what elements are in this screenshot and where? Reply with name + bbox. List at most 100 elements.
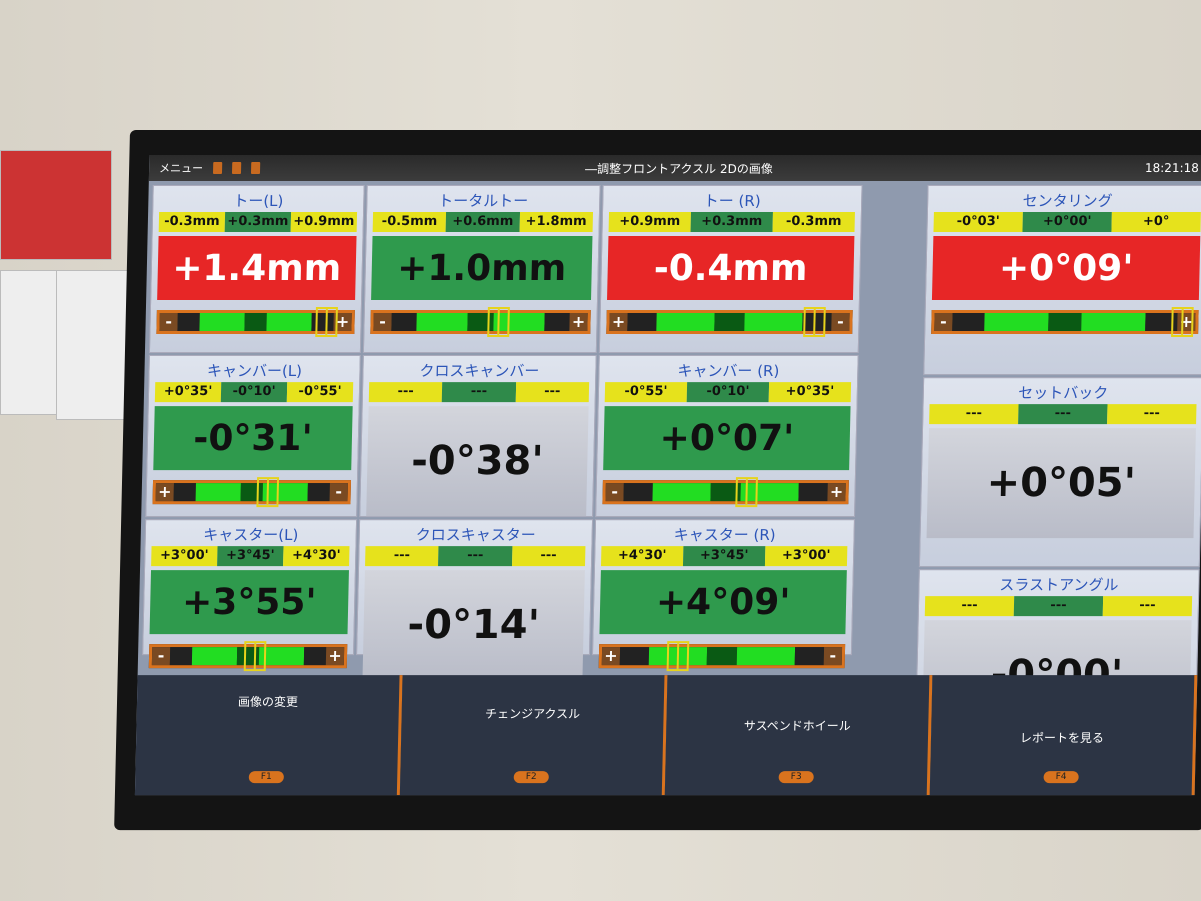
- function-key-f2[interactable]: チェンジアクスル F2: [399, 675, 668, 796]
- function-key-badge: F4: [1043, 771, 1079, 784]
- panel-title: トー (R): [703, 192, 761, 211]
- range-max: ---: [511, 546, 586, 567]
- measurement-panel[interactable]: トー(L) -0.3mm +0.3mm +0.9mm +1.4mm - +: [148, 185, 365, 354]
- measurement-value: +1.0mm: [371, 236, 593, 301]
- measurement-panel[interactable]: キャンバー (R) -0°55' -0°10' +0°35' +0°07' - …: [595, 355, 859, 518]
- measurement-panel[interactable]: クロスキャンバー --- --- --- -0°38': [359, 355, 597, 518]
- top-bar: メニュー ―調整フロントアクスル 2Dの画像 18:21:18: [148, 155, 1201, 182]
- range-nominal: ---: [442, 382, 516, 403]
- measurement-value: +4°09': [599, 570, 847, 635]
- gauge-sign-right: +: [827, 482, 846, 502]
- function-key-label: 画像の変更: [237, 695, 299, 710]
- range-max: ---: [515, 382, 590, 403]
- panel-title: クロスキャスター: [415, 526, 536, 545]
- range-max: +1.8mm: [519, 212, 594, 233]
- range-min: ---: [924, 596, 1015, 617]
- range-nominal: ---: [1018, 404, 1108, 425]
- range-nominal: -0°10': [686, 382, 770, 403]
- function-key-badge: F1: [248, 771, 284, 784]
- panel-title: トータルトー: [438, 192, 529, 211]
- measurement-panel[interactable]: クロスキャスター --- --- --- -0°14': [356, 519, 594, 681]
- panel-title: クロスキャンバー: [419, 362, 540, 381]
- panel-title: キャスター (R): [673, 526, 776, 545]
- range-max: +0°35': [768, 382, 852, 403]
- panel-title: センタリング: [1022, 192, 1113, 211]
- range-max: ---: [1102, 596, 1193, 617]
- gauge-sign-left: +: [609, 312, 628, 332]
- gauge-sign-left: -: [159, 312, 178, 332]
- measurement-value: +0°07': [603, 406, 851, 471]
- gauge-sign-left: +: [601, 646, 621, 666]
- gauge-sign-right: -: [823, 646, 843, 666]
- function-key-label: レポートを見る: [1019, 731, 1105, 746]
- measurement-panel[interactable]: キャンバー(L) +0°35' -0°10' -0°55' -0°31' + -: [145, 355, 361, 518]
- measurement-grid: トー(L) -0.3mm +0.3mm +0.9mm +1.4mm - + トー…: [142, 185, 1201, 760]
- range-min: ---: [365, 546, 439, 567]
- gauge-sign-left: +: [155, 482, 174, 502]
- range-nominal: -0°10': [220, 382, 288, 403]
- range-min: -0°55': [604, 382, 688, 403]
- wall-poster: [0, 150, 112, 260]
- tolerance-range: -0.3mm +0.3mm +0.9mm: [158, 212, 358, 233]
- screen: メニュー ―調整フロントアクスル 2Dの画像 18:21:18 トー(L) -0…: [134, 155, 1201, 796]
- range-max: -0.3mm: [772, 212, 855, 233]
- gauge-marker: [315, 307, 339, 338]
- alignment-gauge: + -: [152, 477, 352, 508]
- window-title: ―調整フロントアクスル 2Dの画像: [584, 161, 773, 176]
- panel-title: キャンバー (R): [677, 362, 780, 381]
- alignment-gauge: - +: [156, 307, 355, 338]
- panel-title: トー(L): [233, 192, 284, 211]
- range-nominal: ---: [438, 546, 513, 567]
- function-key-label: チェンジアクスル: [484, 707, 581, 722]
- alignment-gauge: - +: [148, 641, 348, 672]
- gauge-marker: [734, 477, 758, 508]
- panel-title: セットバック: [1018, 384, 1109, 403]
- function-key-f3[interactable]: サスペンドホイール F3: [664, 675, 933, 796]
- gauge-marker: [487, 307, 510, 338]
- measurement-value: -0.4mm: [607, 236, 855, 301]
- function-key-label: サスペンドホイール: [743, 719, 851, 734]
- gauge-sign-right: +: [569, 312, 588, 332]
- alignment-gauge: - +: [370, 307, 591, 338]
- tolerance-range: +0.9mm +0.3mm -0.3mm: [608, 212, 855, 233]
- panel-title: キャンバー(L): [206, 362, 303, 381]
- tolerance-range: +4°30' +3°45' +3°00': [600, 546, 848, 567]
- panel-title: スラストアングル: [999, 576, 1119, 595]
- measurement-panel[interactable]: トータルトー -0.5mm +0.6mm +1.8mm +1.0mm - +: [362, 185, 601, 354]
- range-min: +3°00': [151, 546, 218, 567]
- alignment-gauge: + -: [606, 307, 853, 338]
- gauge-marker: [666, 641, 690, 672]
- function-key-f4[interactable]: レポートを見る F4: [929, 675, 1198, 796]
- measurement-panel[interactable]: トー (R) +0.9mm +0.3mm -0.3mm -0.4mm + -: [598, 185, 863, 354]
- range-min: ---: [368, 382, 443, 403]
- range-max: -0°55': [286, 382, 354, 403]
- measurement-panel[interactable]: キャスター(L) +3°00' +3°45' +4°30' +3°55' - +: [142, 519, 358, 672]
- tolerance-range: --- --- ---: [924, 596, 1193, 617]
- range-min: +0°35': [154, 382, 222, 403]
- measurement-value: +3°55': [149, 570, 349, 635]
- gauge-marker: [803, 307, 827, 338]
- measurement-panel[interactable]: キャスター (R) +4°30' +3°45' +3°00' +4°09' + …: [591, 519, 855, 672]
- range-nominal: +3°45': [217, 546, 284, 567]
- gauge-marker: [256, 477, 279, 508]
- function-key-bar: 画像の変更 F1 チェンジアクスル F2 サスペンドホイール F3 レポートを見る F…: [134, 675, 1198, 796]
- range-nominal: +0°00': [1022, 212, 1112, 233]
- tolerance-range: --- --- ---: [929, 404, 1197, 425]
- range-min: +0.9mm: [608, 212, 691, 233]
- measurement-value: +0°05': [926, 428, 1196, 539]
- tolerance-range: +3°00' +3°45' +4°30': [151, 546, 350, 567]
- measurement-panel[interactable]: セットバック --- --- --- +0°05': [918, 377, 1201, 568]
- range-min: ---: [929, 404, 1019, 425]
- panel-title: キャスター(L): [203, 526, 299, 545]
- alignment-gauge: - +: [931, 307, 1199, 338]
- gauge-sign-left: -: [605, 482, 624, 502]
- measurement-value: -0°14': [362, 570, 585, 681]
- measurement-panel[interactable]: センタリング -0°03' +0°00' +0° +0°09' - +: [923, 185, 1201, 376]
- range-min: -0.3mm: [158, 212, 226, 233]
- tolerance-range: --- --- ---: [365, 546, 586, 567]
- gauge-sign-right: -: [329, 482, 348, 502]
- tolerance-range: -0.5mm +0.6mm +1.8mm: [372, 212, 594, 233]
- function-key-f1[interactable]: 画像の変更 F1: [134, 675, 403, 796]
- range-min: -0°03': [933, 212, 1023, 233]
- gauge-sign-right: +: [325, 646, 345, 666]
